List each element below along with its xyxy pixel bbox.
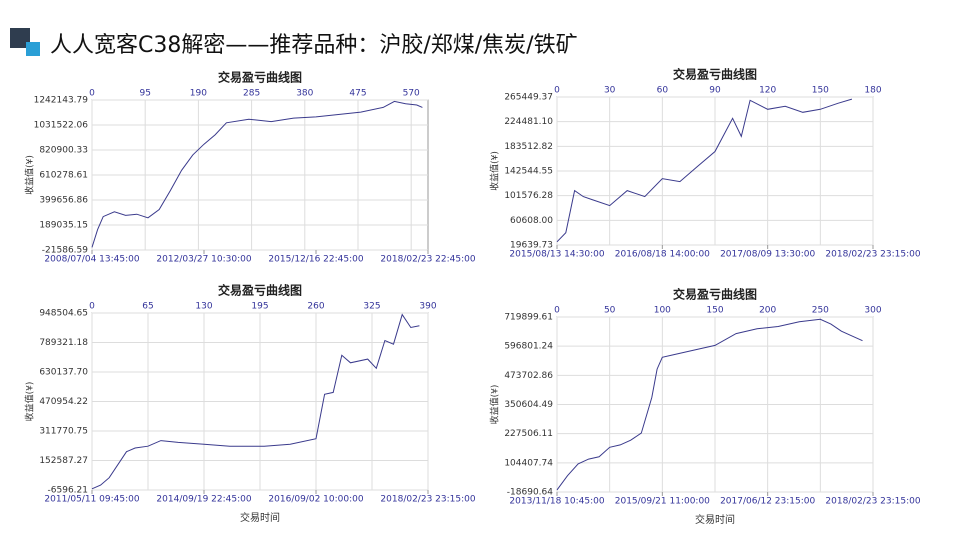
chart: 交易盈亏曲线图 19639.73 60608.00 101576.28 142544.5…: [489, 67, 921, 260]
top-tick-label: 0: [554, 86, 560, 96]
top-tick-label: 250: [812, 306, 829, 316]
top-tick-label: 260: [307, 302, 324, 312]
chart-title: 交易盈亏曲线图: [673, 67, 757, 82]
top-tick-label: 100: [654, 306, 671, 316]
chart-title: 交易盈亏曲线图: [218, 70, 302, 85]
top-tick-label: 60: [657, 86, 669, 96]
y-tick-label: 104407.74: [504, 458, 553, 468]
date-label: 2018/02/23 22:45:00: [380, 255, 475, 265]
chart: 交易盈亏曲线图 -21586.59 189035.15 399656.86 610278…: [24, 70, 476, 265]
y-tick-label: -18690.64: [507, 488, 553, 498]
y-tick-label: 224481.10: [504, 117, 553, 127]
date-label: 2016/08/18 14:00:00: [615, 250, 710, 260]
top-tick-label: 300: [864, 306, 881, 316]
y-tick-label: 820900.33: [39, 146, 88, 156]
y-axis-label: 收益值(¥): [24, 382, 36, 422]
y-tick-label: 189035.15: [39, 221, 88, 231]
top-tick-label: 0: [89, 302, 95, 312]
top-tick-label: 90: [709, 86, 721, 96]
y-tick-label: 630137.70: [39, 368, 88, 378]
y-tick-label: 350604.49: [504, 400, 553, 410]
date-label: 2015/12/16 22:45:00: [268, 255, 363, 265]
top-tick-label: 50: [604, 306, 616, 316]
date-label: 2013/11/18 10:45:00: [509, 497, 604, 507]
top-tick-label: 180: [864, 86, 881, 96]
x-axis-label: 交易时间: [695, 513, 735, 526]
slide-title: 人人宽客C38解密——推荐品种：沪胶/郑煤/焦炭/铁矿: [50, 33, 578, 58]
date-label: 2017/06/12 23:15:00: [720, 497, 815, 507]
top-tick-label: 130: [195, 302, 212, 312]
date-label: 2015/08/13 14:30:00: [509, 250, 604, 260]
date-label: 2017/08/09 13:30:00: [720, 250, 815, 260]
y-axis-label: 收益值(¥): [24, 155, 36, 195]
date-label: 2011/05/11 09:45:00: [44, 495, 139, 505]
y-axis-label: 收益值(¥): [489, 385, 501, 425]
chart-title: 交易盈亏曲线图: [673, 287, 757, 302]
top-tick-label: 570: [403, 89, 420, 99]
y-tick-label: 399656.86: [39, 196, 88, 206]
y-tick-label: 60608.00: [510, 216, 553, 226]
title-icon: [10, 28, 30, 48]
y-tick-label: 596801.24: [504, 342, 553, 352]
top-tick-label: 475: [349, 89, 366, 99]
y-tick-label: 473702.86: [504, 371, 553, 381]
y-tick-label: 948504.65: [39, 309, 88, 319]
top-tick-label: 285: [243, 89, 260, 99]
top-tick-label: 120: [759, 86, 776, 96]
y-tick-label: -6596.21: [48, 486, 88, 496]
top-tick-label: 0: [89, 89, 95, 99]
y-tick-label: 142544.55: [504, 167, 553, 177]
chart-title: 交易盈亏曲线图: [218, 283, 302, 298]
y-tick-label: 1031522.06: [34, 121, 89, 131]
y-axis-label: 收益值(¥): [489, 151, 501, 191]
top-tick-label: 325: [363, 302, 380, 312]
equity-line: [91, 313, 420, 490]
y-tick-label: 470954.22: [39, 397, 88, 407]
date-label: 2018/02/23 23:15:00: [825, 497, 920, 507]
equity-line: [91, 100, 423, 248]
title-icon-accent: [26, 42, 40, 56]
y-tick-label: 183512.82: [504, 142, 553, 152]
equity-line: [556, 98, 853, 243]
y-tick-label: 719899.61: [504, 313, 553, 323]
top-tick-label: 0: [554, 306, 560, 316]
x-axis-label: 交易时间: [240, 511, 280, 524]
date-label: 2015/09/21 11:00:00: [615, 497, 710, 507]
y-tick-label: 610278.61: [39, 171, 88, 181]
y-tick-label: -21586.59: [42, 246, 88, 256]
y-tick-label: 101576.28: [504, 191, 553, 201]
top-tick-label: 150: [706, 306, 723, 316]
y-tick-label: 265449.37: [504, 93, 553, 103]
top-tick-label: 380: [296, 89, 313, 99]
top-tick-label: 95: [139, 89, 150, 99]
y-tick-label: 227506.11: [504, 429, 553, 439]
chart: 交易盈亏曲线图 -6596.21 152587.27 311770.75 470954.…: [24, 283, 476, 525]
date-label: 2018/02/23 23:15:00: [825, 250, 920, 260]
date-label: 2016/09/02 10:00:00: [268, 495, 363, 505]
y-tick-label: 311770.75: [39, 427, 88, 437]
date-label: 2012/03/27 10:30:00: [156, 255, 251, 265]
top-tick-label: 195: [251, 302, 268, 312]
y-tick-label: 789321.18: [39, 338, 88, 348]
top-tick-label: 390: [419, 302, 436, 312]
top-tick-label: 65: [142, 302, 153, 312]
top-tick-label: 190: [190, 89, 207, 99]
date-label: 2018/02/23 23:15:00: [380, 495, 475, 505]
chart: 交易盈亏曲线图 -18690.64 104407.74 227506.11 350604…: [489, 287, 921, 527]
top-tick-label: 150: [812, 86, 829, 96]
date-label: 2008/07/04 13:45:00: [44, 255, 139, 265]
date-label: 2014/09/19 22:45:00: [156, 495, 251, 505]
equity-line: [556, 318, 863, 491]
top-tick-label: 30: [604, 86, 616, 96]
top-tick-label: 200: [759, 306, 776, 316]
y-tick-label: 19639.73: [510, 241, 553, 251]
y-tick-label: 152587.27: [39, 456, 88, 466]
y-tick-label: 1242143.79: [34, 96, 89, 106]
